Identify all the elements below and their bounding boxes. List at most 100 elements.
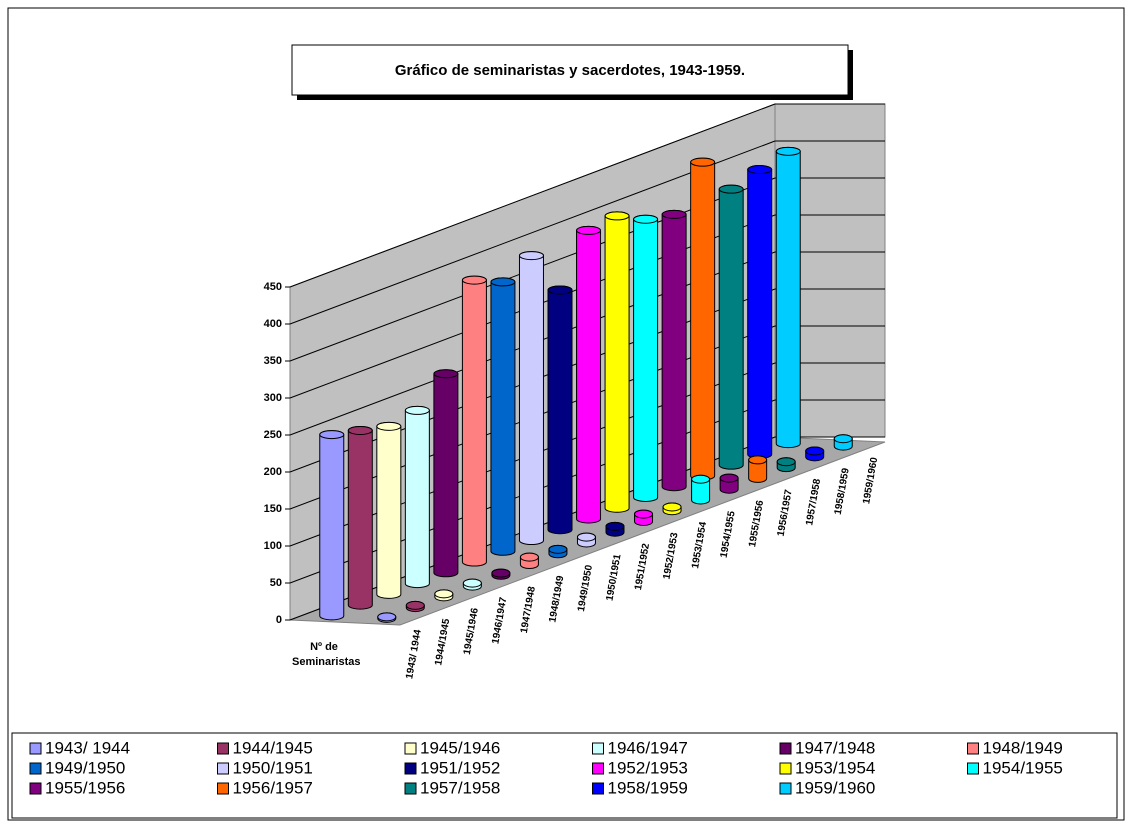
bar-top	[718, 184, 744, 194]
bar	[833, 434, 853, 451]
bar	[605, 521, 625, 537]
legend-label: 1954/1955	[983, 758, 1063, 777]
bar	[405, 600, 425, 613]
y-tick-label: 100	[264, 540, 282, 552]
bar-top	[747, 164, 773, 174]
bar-top	[775, 146, 801, 156]
bar-top	[376, 421, 402, 431]
legend-swatch	[404, 762, 417, 775]
bar-top	[776, 457, 796, 467]
bar-body	[461, 275, 487, 567]
bar-body	[661, 209, 687, 492]
bar-top	[434, 589, 454, 599]
bar-body	[376, 421, 402, 599]
bar	[434, 589, 454, 602]
legend-label: 1956/1957	[233, 778, 313, 797]
legend-swatch	[967, 742, 979, 755]
y-tick-label: 0	[276, 614, 282, 626]
legend-swatch	[592, 782, 604, 795]
legend-label: 1958/1959	[608, 778, 688, 797]
chart-title: Gráfico de seminaristas y sacerdotes, 19…	[395, 62, 745, 79]
bar-body	[718, 184, 744, 470]
legend-label: 1944/1945	[233, 738, 313, 757]
legend-box	[11, 732, 1118, 819]
bar-top	[634, 509, 654, 519]
bar	[662, 502, 682, 516]
bar-top	[433, 369, 459, 379]
bar	[633, 214, 659, 502]
legend-label: 1943/ 1944	[45, 738, 130, 757]
legend-swatch	[404, 782, 417, 795]
bar	[805, 446, 825, 462]
category-label: Nº de Seminaristas	[292, 641, 361, 668]
bar	[461, 275, 487, 567]
bar	[519, 552, 539, 570]
bar-body	[604, 211, 630, 513]
bar-top	[347, 425, 373, 435]
bar-top	[461, 275, 487, 285]
legend-label: 1950/1951	[233, 758, 313, 777]
y-tick-label: 150	[264, 503, 282, 515]
bar-top	[604, 211, 630, 221]
bar-top	[547, 285, 573, 295]
legend-swatch	[779, 762, 792, 775]
legend-label: 1948/1949	[983, 738, 1063, 757]
bar	[576, 532, 596, 548]
y-tick-label: 300	[264, 392, 282, 404]
bar	[747, 164, 773, 459]
legend-swatch	[29, 742, 42, 755]
bar	[347, 425, 373, 610]
bar	[462, 578, 482, 591]
bar	[376, 421, 402, 599]
y-tick-label: 250	[264, 429, 282, 441]
bar-top	[576, 532, 596, 542]
legend-label: 1953/1954	[795, 758, 875, 777]
bar	[518, 251, 544, 546]
bar-body	[518, 251, 544, 546]
legend-swatch	[592, 742, 604, 755]
legend-swatch	[217, 782, 229, 795]
bar-top	[691, 474, 711, 484]
bar-top	[405, 600, 425, 610]
legend-label: 1946/1947	[608, 738, 688, 757]
bar-body	[490, 277, 516, 556]
bar	[690, 157, 716, 481]
bar-top	[576, 225, 602, 235]
bar-body	[433, 369, 459, 578]
title-box	[291, 44, 849, 96]
bar	[377, 612, 397, 623]
y-tick-label: 200	[264, 466, 282, 478]
bar	[604, 211, 630, 513]
bar	[691, 474, 711, 505]
bar	[776, 457, 796, 473]
legend-label: 1949/1950	[45, 758, 125, 777]
legend-swatch	[404, 742, 417, 755]
bar-top	[690, 157, 716, 167]
bar-top	[319, 430, 345, 440]
bar	[547, 285, 573, 535]
bar	[661, 209, 687, 492]
bar	[634, 509, 654, 526]
bar-body	[404, 405, 430, 589]
bar-body	[347, 425, 373, 610]
bar-top	[548, 544, 568, 554]
bar	[490, 277, 516, 556]
legend-swatch	[217, 762, 229, 775]
bar-top	[404, 405, 430, 415]
legend-label: 1952/1953	[608, 758, 688, 777]
grid-line	[289, 103, 776, 288]
bar	[433, 369, 459, 578]
bar-body	[775, 146, 801, 449]
bar-top	[605, 521, 625, 531]
bar	[319, 430, 345, 621]
legend-label: 1947/1948	[795, 738, 875, 757]
bar	[576, 225, 602, 524]
y-tick-label: 450	[264, 281, 282, 293]
bar-top	[662, 502, 682, 512]
bar-body	[576, 225, 602, 524]
legend-swatch	[592, 762, 604, 775]
bar-top	[491, 568, 511, 578]
bar	[718, 184, 744, 470]
